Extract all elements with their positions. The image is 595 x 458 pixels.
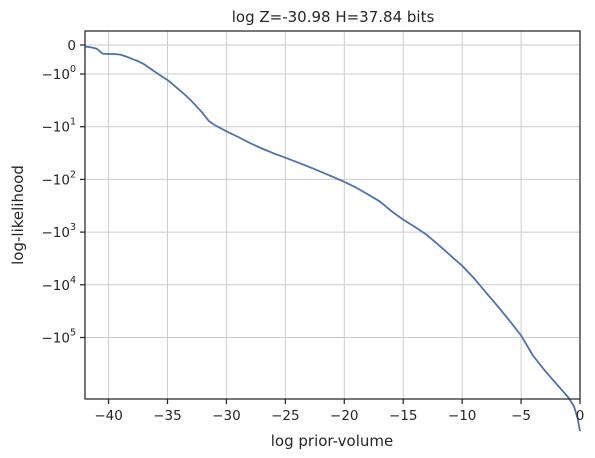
y-tick-label: −102 (41, 169, 76, 188)
y-tick-exponent: 3 (70, 222, 76, 233)
y-tick-exponent: 4 (70, 275, 76, 286)
y-tick-base: −10 (41, 172, 70, 188)
x-tick-label: −15 (389, 408, 418, 424)
x-tick-label: −30 (212, 408, 241, 424)
y-tick-label: −103 (41, 222, 76, 241)
y-tick-base: −10 (41, 331, 70, 347)
x-tick-label: −40 (94, 408, 123, 424)
chart-title: log Z=-30.98 H=37.84 bits (232, 8, 435, 26)
plot-frame (84, 30, 581, 400)
y-tick-label: −101 (41, 117, 76, 136)
y-tick-base: 0 (67, 38, 76, 54)
x-tick-label: −20 (330, 408, 359, 424)
y-tick-exponent: 0 (70, 64, 76, 75)
series-line (84, 45, 581, 432)
x-tick-label: −35 (153, 408, 182, 424)
y-tick-label: −105 (41, 328, 76, 347)
y-tick-base: −10 (41, 67, 70, 83)
y-tick-base: −10 (41, 120, 70, 136)
y-axis-label: log-likelihood (9, 165, 27, 265)
y-tick-exponent: 1 (70, 117, 76, 128)
x-tick-label: 0 (576, 408, 585, 424)
y-tick-exponent: 2 (70, 169, 76, 180)
x-tick-label: −10 (448, 408, 477, 424)
grid (85, 31, 581, 399)
y-tick-base: −10 (41, 278, 70, 294)
y-tick-label: −104 (41, 275, 76, 294)
y-tick-label: 0 (67, 38, 76, 54)
y-tick-label: −100 (41, 64, 76, 83)
x-axis: −40 −35 −30 −25 −20 −15 −10 −5 0 (94, 399, 584, 424)
x-tick-label: −5 (511, 408, 531, 424)
y-axis: 0−100−101−102−103−104−105 (41, 38, 85, 347)
x-tick-label: −25 (271, 408, 300, 424)
x-axis-label: log prior-volume (271, 432, 393, 450)
y-tick-base: −10 (41, 225, 70, 241)
y-tick-exponent: 5 (70, 328, 76, 339)
